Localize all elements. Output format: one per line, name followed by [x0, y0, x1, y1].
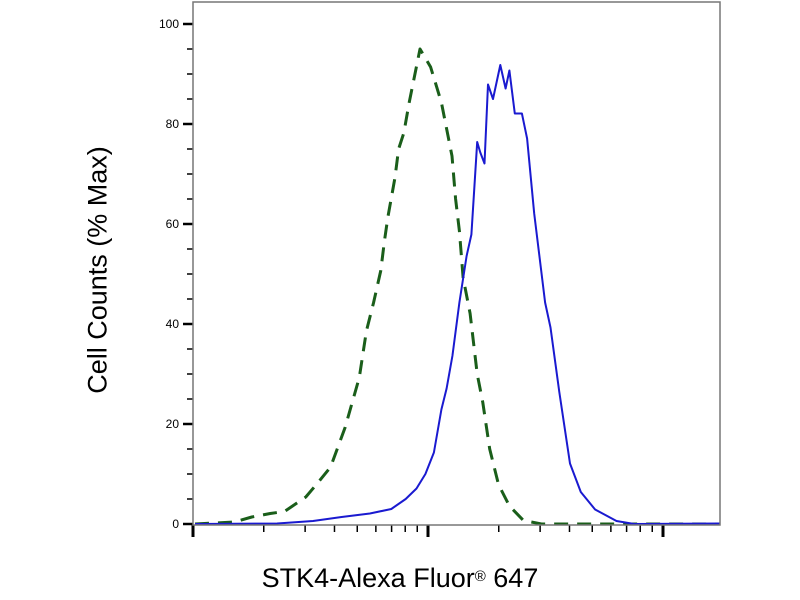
y-tick-label: 0	[172, 517, 179, 531]
y-tick-label: 100	[159, 17, 179, 31]
registered-mark: ®	[474, 568, 486, 585]
y-tick-label: 20	[166, 417, 180, 431]
x-axis-label: STK4-Alexa Fluor® 647	[0, 563, 800, 594]
stained-histogram-line	[194, 64, 721, 525]
y-tick-label: 80	[166, 117, 180, 131]
y-tick-label: 60	[166, 217, 180, 231]
y-axis-label: Cell Counts (% Max)	[82, 146, 113, 394]
x-axis-label-suffix: 647	[485, 563, 539, 593]
y-tick-label: 40	[166, 317, 180, 331]
control-histogram-line	[194, 47, 721, 526]
plot-frame	[192, 1, 721, 526]
x-axis-label-text: STK4-Alexa Fluor	[261, 563, 475, 593]
